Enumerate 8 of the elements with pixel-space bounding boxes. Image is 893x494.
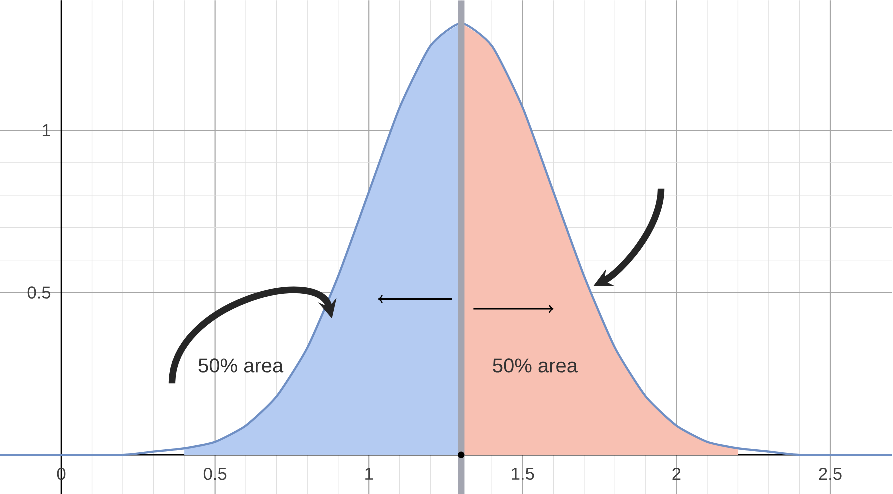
- x-tick-label: 2: [672, 468, 681, 480]
- x-tick-label: 2.5: [819, 468, 842, 480]
- x-tick-label: 0.5: [204, 468, 227, 480]
- x-tick-label: 1: [366, 468, 374, 480]
- annotation: 50% area: [493, 358, 578, 373]
- x-tick-label: 1.5: [512, 468, 534, 480]
- annotation: 50% area: [198, 358, 284, 373]
- line-series: [0, 22, 892, 456]
